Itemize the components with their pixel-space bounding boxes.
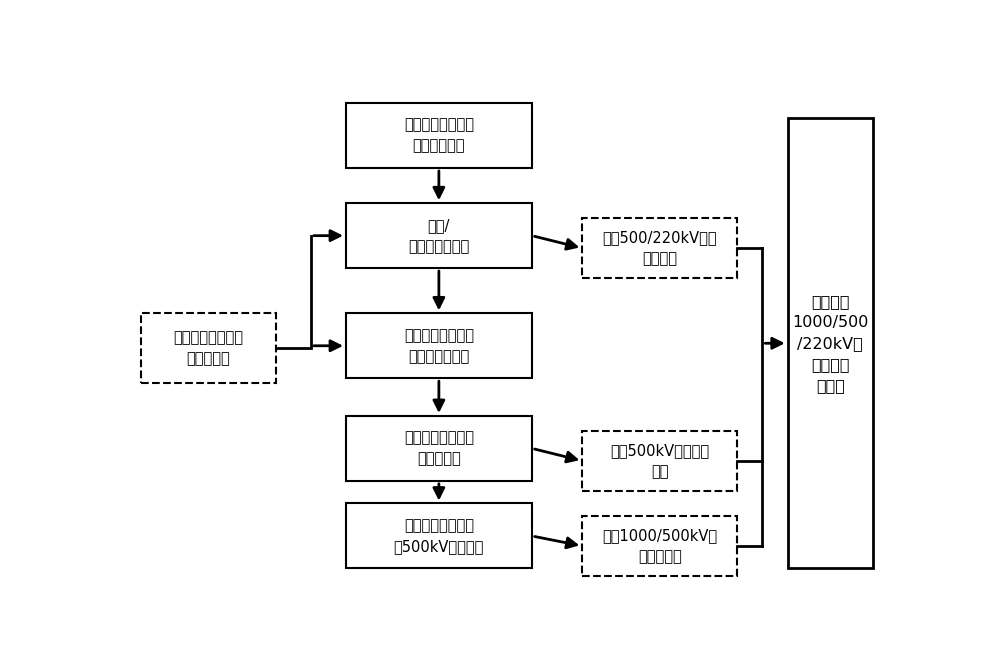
Text: 解决1000/500kV电
网协调发展: 解决1000/500kV电 网协调发展 — [602, 528, 717, 564]
Text: 国内外电网典型供
电模式调研: 国内外电网典型供 电模式调研 — [173, 330, 243, 366]
Text: 解决500kV电网整体
布局: 解决500kV电网整体 布局 — [610, 443, 709, 479]
Text: 省网骨干通道评估
和优化调整: 省网骨干通道评估 和优化调整 — [404, 430, 474, 466]
FancyBboxPatch shape — [346, 103, 532, 168]
FancyBboxPatch shape — [346, 416, 532, 481]
Text: 省级电网及各地市
电网规划梳理: 省级电网及各地市 电网规划梳理 — [404, 118, 474, 153]
FancyBboxPatch shape — [582, 218, 737, 278]
Text: 全面评估，推荐各
类典型供电模式: 全面评估，推荐各 类典型供电模式 — [404, 328, 474, 364]
FancyBboxPatch shape — [582, 516, 737, 576]
FancyBboxPatch shape — [346, 313, 532, 378]
Text: 特高压交直流落点
与500kV电网调整: 特高压交直流落点 与500kV电网调整 — [394, 518, 484, 554]
Text: 解决500/220kV电网
协调发展: 解决500/220kV电网 协调发展 — [602, 230, 717, 266]
FancyBboxPatch shape — [140, 313, 276, 384]
FancyBboxPatch shape — [788, 118, 873, 569]
FancyBboxPatch shape — [346, 503, 532, 569]
FancyBboxPatch shape — [346, 203, 532, 268]
Text: 省级电网
1000/500
/220kV分
层分区目
标网架: 省级电网 1000/500 /220kV分 层分区目 标网架 — [792, 294, 868, 393]
FancyBboxPatch shape — [582, 431, 737, 491]
Text: 城市/
城市群电网分类: 城市/ 城市群电网分类 — [408, 218, 470, 254]
